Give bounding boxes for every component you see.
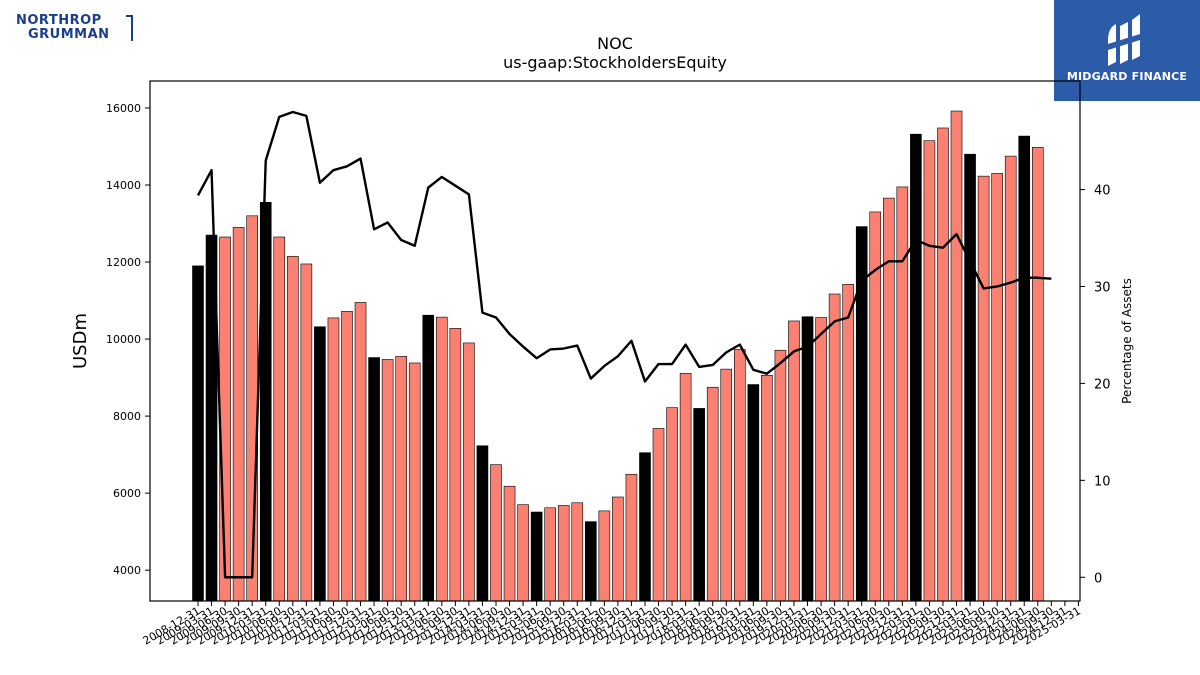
bar — [991, 173, 1003, 602]
bar — [232, 227, 245, 602]
bar — [422, 314, 435, 602]
bar — [842, 284, 854, 602]
plot-frame — [149, 80, 1081, 602]
bar — [544, 507, 556, 602]
y-tick-label: 16000 — [106, 102, 141, 115]
bar — [476, 445, 489, 602]
bar — [666, 407, 678, 602]
bar — [625, 473, 638, 602]
bar — [747, 384, 760, 602]
bar — [937, 127, 949, 602]
chart-title: NOC — [597, 34, 633, 53]
midgard-finance-logo: MIDGARD FINANCE — [1054, 0, 1200, 101]
line-group — [196, 110, 1052, 579]
bar — [598, 510, 611, 602]
bar — [395, 356, 407, 602]
bar — [964, 153, 976, 602]
bar — [706, 386, 719, 602]
bar — [639, 452, 651, 602]
y-tick-label: 10000 — [106, 333, 141, 346]
y-tick-label: 12000 — [106, 256, 141, 269]
logo-line-1: NORTHROP — [16, 13, 102, 28]
y2-tick-label: 40 — [1094, 184, 1111, 199]
percentage-line — [196, 110, 1052, 579]
bar — [327, 317, 340, 602]
y2-axis: 0 10 20 30 40 — [1080, 184, 1111, 586]
bar — [801, 316, 814, 602]
chart-subtitle: us-gaap:StockholdersEquity — [503, 53, 727, 72]
y2-axis-label: Percentage of Assets — [1120, 278, 1134, 404]
logo-line-2: GRUMMAN — [28, 27, 110, 42]
bar — [287, 255, 299, 602]
y-tick-label: 14000 — [106, 179, 141, 192]
bar — [1018, 135, 1031, 602]
northrop-grumman-logo: NORTHROP GRUMMAN — [14, 14, 134, 44]
y-tick-label: 8000 — [113, 410, 141, 423]
midgard-mark-icon — [1108, 14, 1140, 66]
y2-tick-label: 0 — [1094, 571, 1102, 586]
bar — [693, 408, 705, 602]
bar — [788, 320, 800, 602]
bar — [679, 373, 692, 602]
bar — [530, 511, 543, 602]
y2-tick-label: 30 — [1094, 280, 1111, 295]
bar — [1031, 146, 1044, 602]
bar — [449, 327, 462, 602]
x-axis: 2008-12-312009-03-312009-06-302009-09-30… — [141, 601, 1083, 648]
y-axis-label: USDm — [70, 313, 91, 369]
bar — [882, 197, 895, 602]
bar — [571, 502, 584, 602]
bar — [368, 357, 380, 602]
bar — [341, 311, 353, 602]
bar — [950, 110, 963, 602]
bar — [815, 317, 827, 602]
bar — [896, 186, 909, 602]
bar — [436, 316, 448, 602]
bar — [774, 349, 787, 602]
bar — [1004, 155, 1017, 602]
bar — [923, 140, 936, 602]
bar — [720, 368, 733, 602]
bar — [612, 496, 624, 602]
bar — [381, 359, 394, 602]
logo-bracket-icon — [126, 15, 133, 41]
bar — [585, 521, 597, 602]
bar — [490, 464, 502, 602]
brand-text: MIDGARD FINANCE — [1066, 70, 1188, 83]
bar — [517, 504, 529, 602]
y-tick-label: 4000 — [113, 564, 141, 577]
bar — [273, 236, 286, 602]
bar — [192, 265, 204, 602]
y-axis: 4000 6000 8000 10000 12000 14000 16000 — [106, 102, 150, 577]
bar — [354, 302, 367, 602]
bar — [463, 342, 475, 602]
bar — [503, 485, 516, 602]
bar — [557, 505, 570, 602]
y2-tick-label: 20 — [1094, 377, 1111, 392]
bar — [314, 326, 326, 602]
y2-tick-label: 10 — [1094, 474, 1111, 489]
bar — [977, 175, 990, 602]
bar — [300, 263, 313, 602]
bar — [652, 428, 665, 602]
bar — [910, 133, 922, 602]
y-tick-label: 6000 — [113, 487, 141, 500]
bar — [761, 374, 773, 602]
bar — [828, 293, 841, 602]
bar — [733, 349, 746, 602]
bar — [408, 362, 421, 602]
